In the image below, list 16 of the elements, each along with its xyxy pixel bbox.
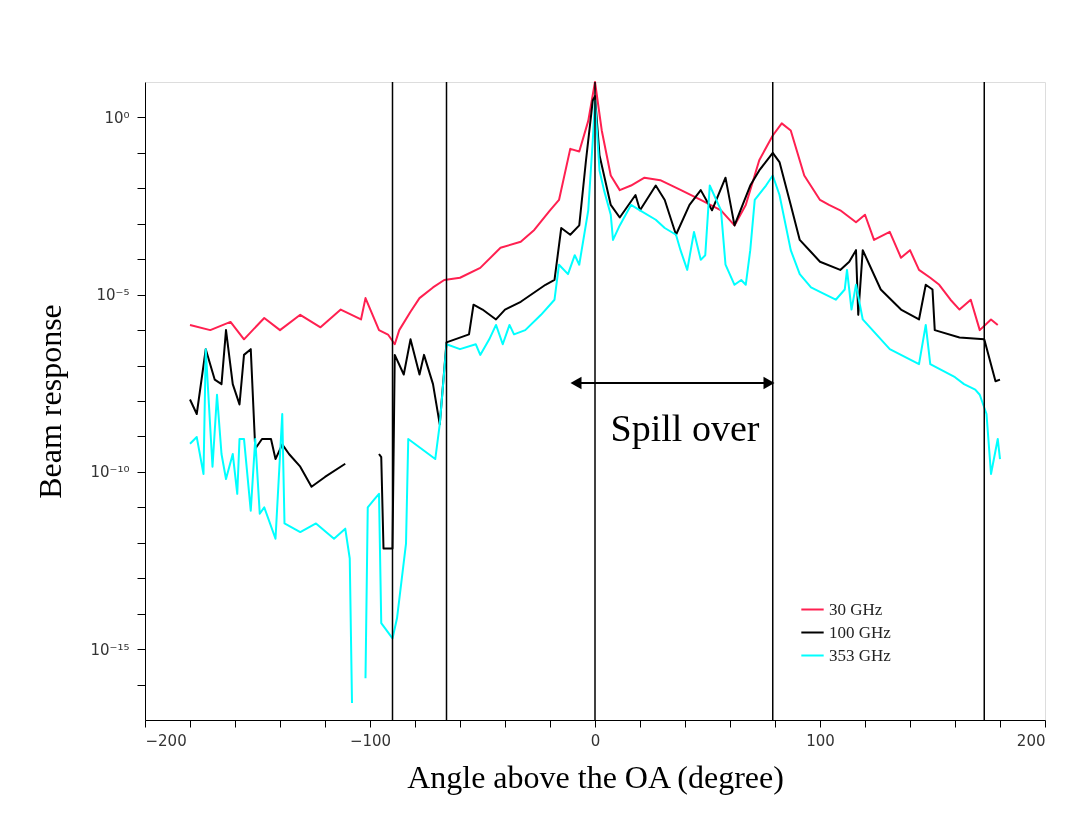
annotation: Spill over — [610, 407, 760, 449]
x-tick-label: 0 — [590, 731, 601, 750]
y-tick-label: 10⁻⁵ — [96, 286, 130, 305]
x-tick-label: 100 — [806, 731, 835, 750]
y-axis-title: Beam response — [32, 304, 69, 499]
line-series — [189, 81, 999, 346]
x-tick-label: −100 — [349, 731, 392, 750]
y-tick-label: 10⁻¹⁵ — [90, 640, 130, 659]
x-tick-label: 200 — [1016, 731, 1046, 750]
y-tick-label: 10⁰ — [104, 108, 130, 127]
y-tick-label: 10⁻¹⁰ — [90, 463, 130, 482]
legend-label: 353 GHz — [829, 645, 892, 665]
legend-label: 100 GHz — [829, 622, 892, 642]
x-tick-label: −200 — [145, 731, 187, 750]
x-axis-title: Angle above the OA (degree) — [407, 758, 784, 795]
legend-label: 30 GHz — [829, 599, 883, 619]
